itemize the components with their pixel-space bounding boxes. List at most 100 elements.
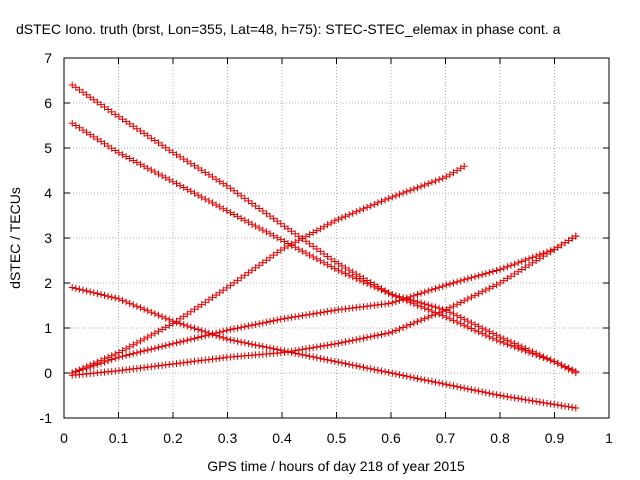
data-point (503, 263, 511, 271)
data-point (151, 168, 159, 176)
data-point (450, 310, 457, 318)
data-point (385, 329, 393, 337)
data-point (137, 127, 144, 135)
data-point (457, 299, 465, 306)
data-point (475, 290, 483, 298)
data-point (295, 245, 303, 253)
data-point (460, 276, 468, 284)
data-point (345, 271, 353, 279)
data-point (219, 205, 227, 213)
data-point (453, 312, 461, 320)
data-point (446, 304, 454, 312)
data-point (331, 340, 339, 348)
x-tick-label: 0.5 (327, 430, 347, 446)
data-point (79, 88, 87, 96)
data-point (338, 214, 346, 222)
data-point (352, 275, 360, 282)
data-point (316, 225, 324, 233)
data-point (385, 369, 393, 376)
data-point (248, 340, 256, 348)
x-tick-label: 0.1 (109, 430, 129, 446)
data-point (201, 195, 209, 203)
data-point (309, 253, 317, 261)
data-point (309, 229, 317, 236)
data-point (381, 288, 389, 296)
data-point (511, 260, 519, 268)
data-point (183, 322, 191, 330)
data-point (471, 321, 479, 329)
data-point (262, 318, 270, 326)
data-point (424, 287, 432, 295)
data-point (306, 230, 314, 238)
data-point (129, 350, 137, 358)
data-point (277, 236, 285, 244)
data-point (209, 293, 216, 301)
data-point (324, 261, 332, 269)
data-point (410, 185, 418, 193)
data-point (241, 194, 249, 202)
data-point (111, 110, 119, 118)
data-point (525, 255, 533, 263)
data-point (442, 313, 450, 321)
data-point (230, 337, 238, 345)
data-point (277, 246, 285, 254)
data-point (86, 131, 94, 139)
data-point (104, 142, 112, 150)
data-point (147, 331, 155, 339)
data-point (313, 245, 321, 253)
data-point (158, 313, 166, 321)
data-point (165, 176, 173, 184)
data-point (173, 339, 180, 347)
data-point (378, 367, 385, 375)
data-point (406, 321, 414, 328)
data-point (266, 212, 274, 220)
data-point (399, 324, 407, 331)
data-point (403, 188, 411, 196)
data-point (334, 215, 342, 223)
data-point (403, 322, 411, 330)
data-point (446, 315, 454, 323)
data-point (496, 392, 504, 399)
data-point (370, 200, 378, 208)
data-point (396, 371, 403, 379)
data-point (428, 286, 436, 294)
data-point (327, 357, 335, 365)
data-point (133, 349, 141, 357)
data-point (162, 314, 170, 322)
data-point (248, 220, 256, 228)
data-point (432, 303, 439, 311)
data-point (86, 93, 94, 101)
data-point (352, 208, 360, 216)
x-tick-label: 0.6 (381, 430, 401, 446)
data-point (342, 338, 349, 346)
data-point (450, 382, 457, 390)
data-point (435, 176, 443, 184)
data-point (435, 309, 443, 317)
data-point (194, 191, 202, 199)
data-point (129, 122, 137, 130)
data-point (140, 347, 148, 355)
data-point (237, 214, 245, 222)
data-point (388, 299, 396, 307)
data-point (349, 361, 357, 369)
data-point (280, 238, 288, 245)
x-tick-label: 0.4 (272, 430, 292, 446)
data-point (550, 400, 558, 408)
data-point (414, 184, 421, 192)
data-point (460, 321, 468, 329)
data-point (255, 205, 263, 212)
data-point (262, 343, 270, 351)
data-point (450, 302, 457, 310)
data-point (478, 271, 486, 279)
data-point (557, 402, 565, 410)
data-point (191, 334, 198, 342)
data-point (450, 169, 457, 177)
data-point (539, 353, 547, 361)
data-point (565, 237, 573, 244)
data-point (356, 335, 364, 343)
data-point (183, 310, 191, 318)
data-point (338, 262, 346, 270)
data-point (230, 211, 238, 218)
data-point (485, 328, 493, 336)
x-tick-labels: 0 0.1 0.2 0.3 0.4 0.5 0.6 0.7 0.8 0.9 1 (60, 430, 613, 446)
